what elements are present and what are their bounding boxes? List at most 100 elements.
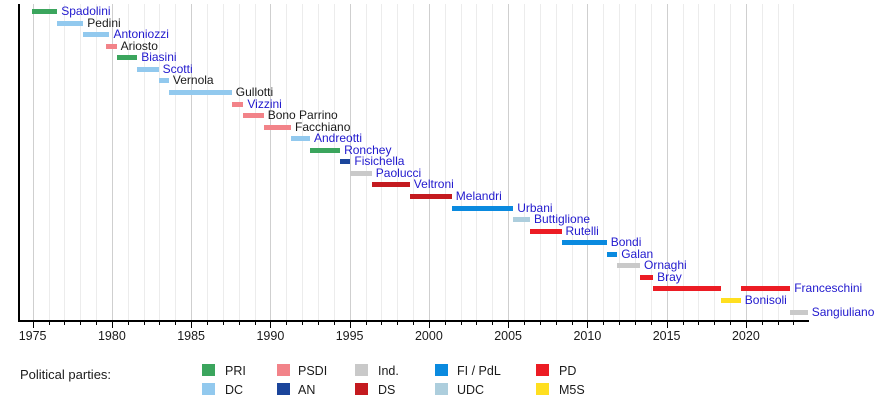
legend-label-udc: UDC	[457, 382, 485, 397]
x-tick-minor	[539, 321, 541, 325]
x-tick-major	[111, 321, 113, 328]
minister-name-veltroni[interactable]: Veltroni	[413, 177, 454, 192]
minister-name-bray[interactable]: Bray	[657, 269, 682, 284]
minister-name-bono-parrino: Bono Parrino	[267, 108, 338, 122]
x-tick-minor	[634, 321, 636, 325]
x-tick-minor	[317, 321, 319, 325]
x-tick-major	[270, 321, 272, 328]
term-bar-veltroni	[371, 182, 410, 188]
minister-name-bondi[interactable]: Bondi	[610, 235, 642, 250]
minister-name-urbani[interactable]: Urbani	[517, 200, 553, 215]
x-tick-label: 1975	[18, 328, 47, 343]
legend-swatch-pri	[202, 364, 215, 376]
gridline-minor	[650, 4, 652, 320]
gridline-minor	[524, 4, 525, 320]
gridline-major	[666, 4, 668, 320]
x-tick-minor	[698, 321, 700, 325]
minister-name-facchiano: Facchiano	[295, 119, 351, 134]
minister-name-ornaghi[interactable]: Ornaghi	[644, 258, 687, 273]
gridline-minor	[365, 4, 367, 320]
gridline-minor	[714, 4, 716, 320]
gridline-minor	[460, 4, 462, 320]
x-tick-minor	[254, 321, 256, 325]
minister-name-paolucci[interactable]: Paolucci	[375, 165, 422, 180]
minister-name-ronchey[interactable]: Ronchey	[344, 142, 392, 157]
gridline-minor	[127, 4, 129, 320]
gridline-minor	[555, 4, 557, 320]
x-tick-major	[349, 321, 351, 328]
gridline-minor	[286, 4, 288, 320]
minister-name-buttiglione[interactable]: Buttiglione	[534, 212, 591, 227]
x-tick-minor	[365, 321, 367, 325]
x-tick-minor	[793, 321, 795, 325]
gridline-minor	[175, 4, 177, 320]
x-tick-minor	[571, 321, 573, 325]
gridline-major	[745, 4, 747, 320]
x-tick-minor	[492, 321, 494, 325]
minister-name-scotti[interactable]: Scotti	[162, 61, 193, 76]
x-tick-label: 2000	[414, 328, 443, 343]
legend-swatch-fi-pdl	[435, 364, 448, 376]
x-tick-minor	[476, 321, 478, 325]
minister-name-spadolini[interactable]: Spadolini	[61, 4, 111, 18]
gridline-minor	[381, 4, 383, 320]
x-tick-major	[508, 321, 510, 328]
legend-swatch-psdi	[277, 364, 290, 376]
minister-name-biasini[interactable]: Biasini	[141, 50, 177, 65]
term-bar-gullotti	[168, 89, 232, 95]
term-bar-fisichella	[340, 159, 351, 165]
minister-name-galan[interactable]: Galan	[621, 246, 654, 261]
legend-swatch-pd	[536, 364, 549, 376]
gridline-minor	[159, 4, 161, 320]
minister-name-vernola: Vernola	[172, 73, 214, 88]
x-tick-minor	[413, 321, 414, 325]
gridline-minor	[317, 4, 319, 320]
x-tick-minor	[444, 321, 446, 325]
legend-label-ind-: Ind.	[378, 363, 399, 378]
x-tick-minor	[222, 321, 224, 325]
legend-swatch-udc	[435, 383, 448, 395]
minister-name-ariosto: Ariosto	[120, 38, 158, 53]
gridline-minor	[413, 4, 414, 320]
term-bar-melandri	[409, 194, 452, 199]
term-bar-bono-parrino	[243, 113, 264, 118]
x-tick-label: 1995	[335, 328, 364, 343]
x-tick-minor	[143, 321, 145, 325]
x-tick-minor	[714, 321, 716, 325]
gridline-minor	[476, 4, 478, 320]
term-bar-vernola	[158, 78, 169, 84]
x-tick-minor	[761, 321, 763, 325]
legend-label-ds: DS	[378, 382, 396, 397]
term-bar-scotti	[137, 66, 159, 72]
gridline-minor	[333, 4, 335, 320]
term-bar-franceschini	[740, 286, 791, 292]
gridline-minor	[603, 4, 605, 320]
minister-name-franceschini[interactable]: Franceschini	[794, 281, 863, 296]
minister-name-vizzini[interactable]: Vizzini	[247, 96, 282, 111]
term-bar-franceschini	[653, 286, 721, 292]
legend-swatch-m5s	[536, 383, 549, 395]
gridline-major	[587, 4, 589, 320]
x-axis-line	[17, 319, 810, 322]
x-tick-minor	[207, 321, 208, 325]
minister-name-pedini: Pedini	[87, 15, 121, 30]
minister-name-melandri[interactable]: Melandri	[455, 189, 502, 203]
minister-name-antoniozzi[interactable]: Antoniozzi	[113, 27, 169, 42]
minister-name-sangiuliano[interactable]: Sangiuliano	[811, 304, 875, 319]
term-bar-pedini	[57, 20, 84, 26]
gridline-minor	[619, 4, 621, 320]
x-tick-minor	[650, 321, 652, 325]
minister-name-fisichella[interactable]: Fisichella	[354, 154, 405, 169]
gridline-minor	[254, 4, 256, 320]
x-tick-minor	[64, 321, 66, 325]
x-tick-label: 2010	[573, 328, 602, 343]
minister-name-andreotti[interactable]: Andreotti	[314, 131, 363, 146]
minister-name-bonisoli[interactable]: Bonisoli	[744, 293, 787, 307]
gridline-minor	[222, 4, 224, 320]
minister-name-rutelli[interactable]: Rutelli	[565, 223, 599, 238]
term-bar-bondi	[561, 240, 607, 246]
legend-title: Political parties:	[20, 367, 112, 382]
x-tick-label: 1990	[256, 328, 285, 343]
legend-label-dc: DC	[225, 382, 244, 397]
